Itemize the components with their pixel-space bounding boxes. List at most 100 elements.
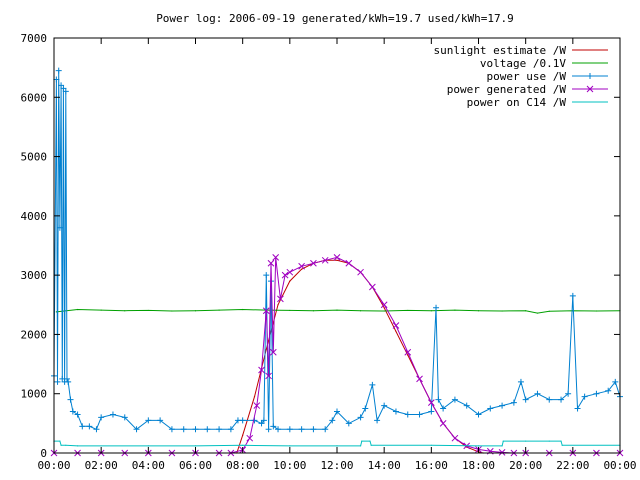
data-point <box>392 322 400 329</box>
x-tick-label: 00:00 <box>603 459 636 472</box>
plot-area <box>50 37 624 457</box>
data-point <box>133 426 140 433</box>
x-tick-label: 20:00 <box>509 459 542 472</box>
data-point <box>281 271 289 279</box>
data-point <box>55 67 62 74</box>
data-point <box>124 310 126 312</box>
data-point <box>194 310 197 312</box>
data-point <box>253 402 261 409</box>
data-point <box>501 310 503 312</box>
data-point <box>262 307 270 315</box>
data-point <box>65 378 72 385</box>
data-point <box>147 309 149 312</box>
data-point <box>416 375 423 383</box>
data-point <box>312 310 315 312</box>
data-point <box>171 310 173 312</box>
y-tick-label: 5000 <box>21 151 48 164</box>
data-point <box>428 408 435 415</box>
x-tick-label: 18:00 <box>462 459 495 472</box>
data-point <box>79 423 86 430</box>
data-point <box>286 268 294 276</box>
data-point <box>362 405 369 412</box>
data-point <box>121 414 128 421</box>
data-point <box>475 411 482 418</box>
data-point <box>289 280 291 282</box>
data-point <box>581 393 588 400</box>
data-point <box>435 396 442 403</box>
data-point <box>336 309 338 311</box>
data-point <box>593 390 600 397</box>
data-point <box>145 417 152 424</box>
data-point <box>381 402 388 409</box>
data-point <box>246 434 254 442</box>
data-point <box>54 378 61 385</box>
data-point <box>525 440 527 442</box>
data-point <box>336 259 338 261</box>
data-point <box>227 426 234 433</box>
data-point <box>63 375 70 382</box>
data-point <box>369 381 376 388</box>
data-point <box>574 405 581 412</box>
data-point <box>395 330 397 333</box>
data-point <box>499 402 506 409</box>
data-point <box>612 378 619 385</box>
data-point <box>286 426 293 433</box>
legend-marker <box>587 73 593 79</box>
data-point <box>74 411 81 418</box>
data-point <box>361 440 363 442</box>
data-point <box>277 304 279 306</box>
y-tick-label: 3000 <box>21 269 48 282</box>
y-tick-label: 7000 <box>21 32 48 45</box>
x-tick-label: 08:00 <box>226 459 259 472</box>
y-axis: 0 1000 2000 3000 4000 5000 6000 7000 <box>21 32 620 460</box>
data-point <box>502 440 504 442</box>
data-point <box>98 414 105 421</box>
data-point <box>463 402 470 409</box>
data-point <box>430 444 432 446</box>
data-point <box>157 417 164 424</box>
data-point <box>59 440 61 442</box>
data-point <box>242 444 244 446</box>
y-tick-label: 1000 <box>21 388 48 401</box>
data-point <box>548 310 550 312</box>
y-tick-label: 4000 <box>21 210 48 223</box>
series-line <box>56 308 621 314</box>
x-tick-label: 06:00 <box>179 459 212 472</box>
data-point <box>334 408 340 415</box>
data-point <box>275 426 282 433</box>
data-point <box>270 423 277 430</box>
data-point <box>310 259 317 267</box>
data-point <box>100 309 102 311</box>
data-point <box>298 426 305 433</box>
data-point <box>265 426 272 433</box>
legend-label: power generated /W <box>447 83 567 96</box>
y-tick-label: 0 <box>40 447 47 460</box>
data-point <box>55 311 57 313</box>
data-point <box>534 390 541 397</box>
x-axis: 00:00 02:00 04:00 06:00 08:00 10:00 12:00 14:00… <box>37 38 637 472</box>
legend-label: power use /W <box>487 70 567 83</box>
data-point <box>239 417 246 424</box>
x-tick-label: 16:00 <box>415 459 448 472</box>
chart-title: Power log: 2006-09-19 generated/kWh=19.7… <box>156 12 514 25</box>
data-point <box>258 366 265 374</box>
data-point <box>265 348 267 350</box>
series-5 <box>53 440 621 447</box>
data-point <box>569 292 576 299</box>
legend-label: sunlight estimate /W <box>434 44 567 57</box>
data-point <box>216 426 223 433</box>
data-point <box>336 445 338 447</box>
data-point <box>345 259 353 267</box>
data-point <box>383 310 385 312</box>
data-point <box>454 309 456 311</box>
data-point <box>310 426 317 433</box>
data-point <box>263 272 270 279</box>
data-point <box>321 256 329 264</box>
data-point <box>359 310 362 312</box>
y-tick-label: 6000 <box>21 91 48 104</box>
data-point <box>451 434 459 442</box>
data-point <box>60 444 62 446</box>
data-point <box>430 310 432 312</box>
data-point <box>439 420 447 427</box>
